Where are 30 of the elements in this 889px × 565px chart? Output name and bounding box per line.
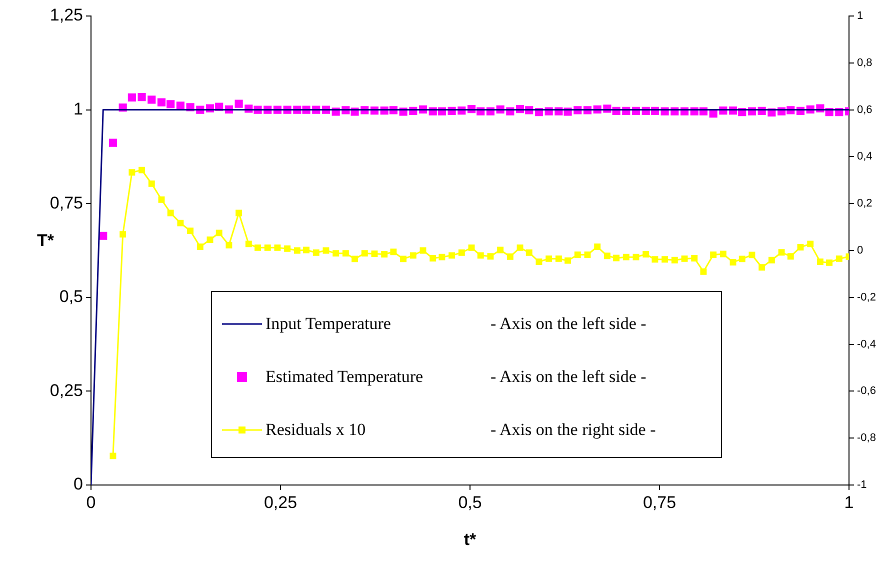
y2-tick-label: -0,2 <box>857 291 876 304</box>
annotation: - Axis on the right side - <box>490 420 656 440</box>
y2-tick-label: 0,8 <box>857 56 872 69</box>
y2-tick-label: 0,6 <box>857 104 872 116</box>
x-tick-label: 0 <box>86 492 96 512</box>
y-tick-label: 0,25 <box>50 380 83 400</box>
y2-tick-label: -1 <box>857 479 867 492</box>
x-tick-label: 0,25 <box>264 492 298 512</box>
legend-label: Input Temperature <box>266 314 391 334</box>
y-tick-label: 0 <box>74 474 83 494</box>
y2-tick-label: 0 <box>857 244 864 257</box>
y2-tick-label: -0,4 <box>857 338 876 350</box>
x-axis-title: t* <box>462 530 478 550</box>
y2-tick-label: 0,4 <box>857 150 872 163</box>
annotation: - Axis on the left side - <box>490 367 646 387</box>
y2-tick-label: -0,6 <box>857 385 876 398</box>
y-tick-label: 1 <box>74 99 83 118</box>
x-tick-label: 0,5 <box>458 492 482 512</box>
y2-tick-label: 0,2 <box>857 198 872 210</box>
y-tick-label: 0,75 <box>50 193 83 212</box>
legend-label: Residuals x 10 <box>266 420 366 440</box>
annotation: - Axis on the left side - <box>490 314 646 334</box>
legend-label: Estimated Temperature <box>266 367 424 387</box>
y2-tick-label: 1 <box>857 10 864 22</box>
y-tick-label: 1,25 <box>50 6 83 25</box>
x-tick-label: 1 <box>844 492 854 512</box>
y2-tick-label: -0,8 <box>857 432 876 444</box>
x-tick-label: 0,75 <box>642 492 676 512</box>
y-tick-label: 0,5 <box>59 287 83 306</box>
y-axis-title: T* <box>37 230 54 250</box>
